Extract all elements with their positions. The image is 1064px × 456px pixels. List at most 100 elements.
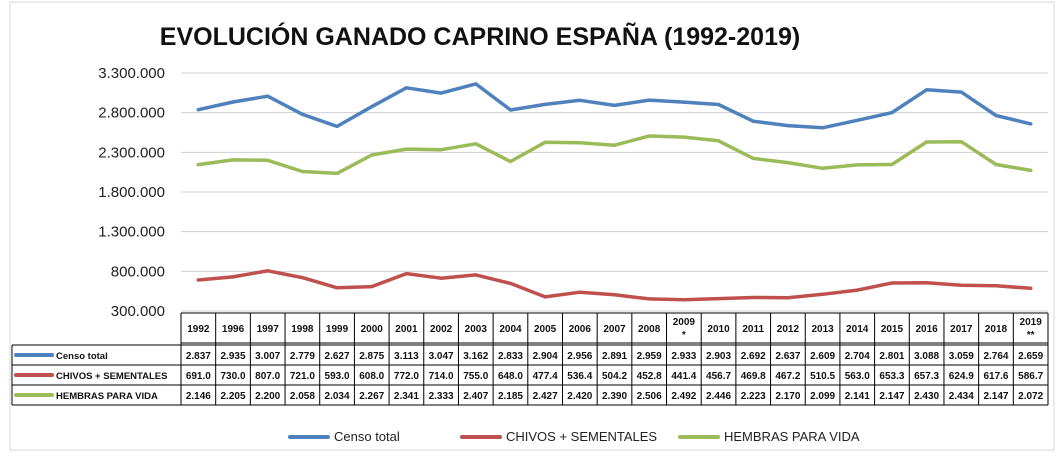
x-tick-label: 1999 [326, 324, 349, 335]
data-point [300, 169, 304, 174]
y-tick-label: 800.000 [111, 263, 165, 280]
gridlines [181, 72, 1048, 312]
table-cell-value: 617.6 [983, 371, 1008, 382]
table-cell-value: 2.341 [394, 391, 419, 402]
x-tick-label: 2012 [777, 324, 800, 335]
table-cell-value: 2.659 [1018, 351, 1043, 362]
table-cell-value: 3.113 [394, 351, 419, 362]
table-cell-value: 2.627 [325, 351, 350, 362]
data-point [821, 126, 825, 130]
x-tick-label: 1997 [257, 324, 280, 335]
table-cell-value: 2.637 [775, 351, 800, 362]
x-tick-label: 2017 [950, 324, 973, 335]
data-point [474, 82, 478, 86]
x-tick-label: 2005 [534, 324, 557, 335]
x-tick-label: 2004 [499, 324, 522, 335]
table-cell-value: 2.779 [290, 351, 315, 362]
x-tick-label: 2001 [395, 324, 418, 335]
data-point [266, 269, 270, 273]
table-cell-value: 2.072 [1018, 391, 1043, 402]
x-tick-label: 1998 [291, 324, 314, 335]
table-cell-value: 3.059 [949, 351, 974, 362]
table-cell-value: 2.609 [810, 351, 835, 362]
table-cell-value: 807.0 [255, 371, 280, 382]
series-lines [196, 82, 1033, 302]
data-point [786, 161, 790, 165]
data-point [994, 162, 998, 167]
data-point [716, 297, 721, 301]
data-point [404, 272, 408, 276]
data-point [508, 159, 513, 164]
data-point [647, 297, 651, 301]
data-point [543, 295, 547, 299]
x-tick-label: 2008 [638, 324, 661, 335]
data-point [855, 163, 859, 167]
table-cell-value: 2.205 [221, 391, 246, 402]
table-cell-value: 2.427 [533, 391, 558, 402]
table-cell-value: 2.058 [290, 391, 315, 402]
table-cell-value: 593.0 [325, 371, 350, 382]
table-cell-value: 2.801 [879, 351, 904, 362]
table-cell-value: 2.420 [567, 391, 592, 402]
table-cell-value: 772.0 [394, 371, 419, 382]
data-point [821, 166, 825, 170]
y-tick-label: 2.300.000 [98, 144, 165, 161]
table-series-name: HEMBRAS PARA VIDA [56, 391, 158, 402]
data-point [821, 292, 825, 296]
x-tick-label: 2015 [881, 324, 904, 335]
table-cell-value: 469.8 [741, 371, 766, 382]
y-tick-label: 1.300.000 [98, 224, 165, 241]
data-point [508, 281, 513, 285]
data-point [300, 112, 304, 116]
data-point [196, 163, 200, 167]
data-point [890, 281, 894, 285]
data-point [925, 281, 929, 285]
data-point [439, 276, 443, 280]
data-point [439, 91, 443, 95]
y-tick-label: 1.800.000 [98, 184, 165, 201]
legend-label: HEMBRAS PARA VIDA [724, 429, 860, 444]
table-cell-value: 2.430 [914, 391, 939, 402]
table-cell-value: 2.764 [983, 351, 1008, 362]
table-series-name: Censo total [56, 351, 108, 362]
data-point [682, 135, 686, 139]
data-point [716, 102, 721, 107]
data-point [474, 142, 478, 146]
table-series-name: CHIVOS + SEMENTALES [56, 371, 167, 382]
data-point [959, 90, 963, 94]
table-cell-value: 3.047 [429, 351, 454, 362]
table-cell-value: 2.875 [359, 351, 384, 362]
table-cell-value: 510.5 [810, 371, 835, 382]
data-point [925, 88, 929, 92]
data-point [370, 285, 374, 289]
data-point [855, 288, 859, 292]
chart-title: EVOLUCIÓN GANADO CAPRINO ESPAÑA (1992-20… [160, 21, 800, 51]
x-tick-label: 2014 [846, 324, 869, 335]
table-cell-value: 456.7 [706, 371, 731, 382]
table-cell-value: 691.0 [186, 371, 211, 382]
table-cell-value: 2.446 [706, 391, 731, 402]
x-tick-label: 2006 [569, 324, 592, 335]
data-point [751, 295, 755, 300]
data-point [231, 275, 235, 279]
table-cell-value: 441.4 [671, 371, 696, 382]
data-point [751, 156, 755, 160]
table-cell-value: 624.9 [949, 371, 974, 382]
data-point [335, 124, 339, 128]
data-point [716, 139, 721, 143]
x-tick-footnote: ** [1027, 330, 1035, 341]
table-cell-value: 2.903 [706, 351, 731, 362]
data-point [543, 102, 547, 106]
table-cell-value: 504.2 [602, 371, 627, 382]
table-cell-value: 2.506 [637, 391, 662, 402]
data-point [890, 111, 894, 115]
x-tick-footnote: * [682, 330, 686, 341]
data-point [925, 140, 929, 144]
table-cell-value: 755.0 [463, 371, 488, 382]
table-cell-value: 452.8 [637, 371, 662, 382]
data-point [751, 119, 755, 123]
data-point [1029, 286, 1033, 290]
table-cell-value: 2.492 [671, 391, 696, 402]
table-cell-value: 714.0 [429, 371, 454, 382]
